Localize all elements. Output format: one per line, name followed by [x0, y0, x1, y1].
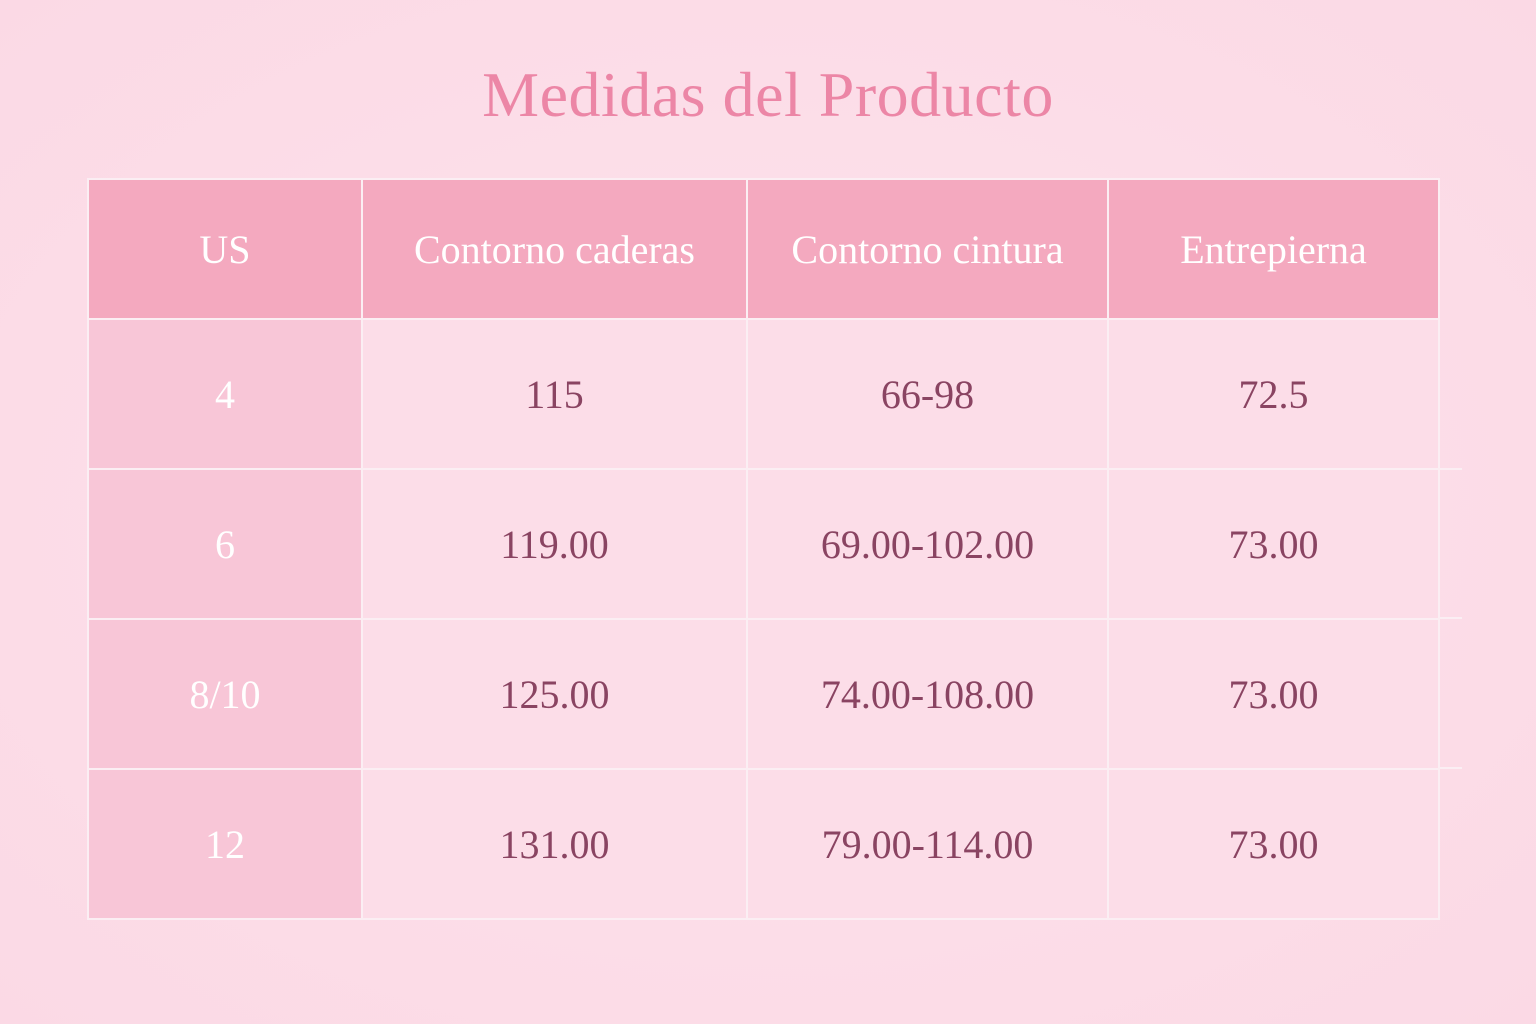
table-row: 6 119.00 69.00-102.00 73.00 — [87, 468, 1440, 620]
cell-us: 8/10 — [87, 618, 363, 770]
cell-waist: 66-98 — [746, 318, 1109, 470]
cell-inseam: 73.00 — [1107, 468, 1440, 620]
cell-waist: 79.00-114.00 — [746, 768, 1109, 920]
divider — [1438, 767, 1462, 769]
cell-hips: 119.00 — [361, 468, 748, 620]
cell-inseam: 72.5 — [1107, 318, 1440, 470]
cell-us: 12 — [87, 768, 363, 920]
table-row: 4 115 66-98 72.5 — [87, 318, 1440, 470]
header-inseam: Entrepierna — [1107, 178, 1440, 320]
divider — [1438, 468, 1462, 470]
cell-hips: 125.00 — [361, 618, 748, 770]
cell-us: 6 — [87, 468, 363, 620]
header-us: US — [87, 178, 363, 320]
header-hips: Contorno caderas — [361, 178, 748, 320]
cell-waist: 69.00-102.00 — [746, 468, 1109, 620]
table-row: 12 131.00 79.00-114.00 73.00 — [87, 768, 1440, 920]
size-table: US Contorno caderas Contorno cintura Ent… — [87, 178, 1440, 920]
table-row: 8/10 125.00 74.00-108.00 73.00 — [87, 618, 1440, 770]
divider — [1438, 617, 1462, 619]
page-title: Medidas del Producto — [482, 59, 1054, 130]
cell-waist: 74.00-108.00 — [746, 618, 1109, 770]
cell-hips: 131.00 — [361, 768, 748, 920]
cell-us: 4 — [87, 318, 363, 470]
table-header-row: US Contorno caderas Contorno cintura Ent… — [87, 178, 1440, 320]
cell-hips: 115 — [361, 318, 748, 470]
header-waist: Contorno cintura — [746, 178, 1109, 320]
cell-inseam: 73.00 — [1107, 618, 1440, 770]
cell-inseam: 73.00 — [1107, 768, 1440, 920]
